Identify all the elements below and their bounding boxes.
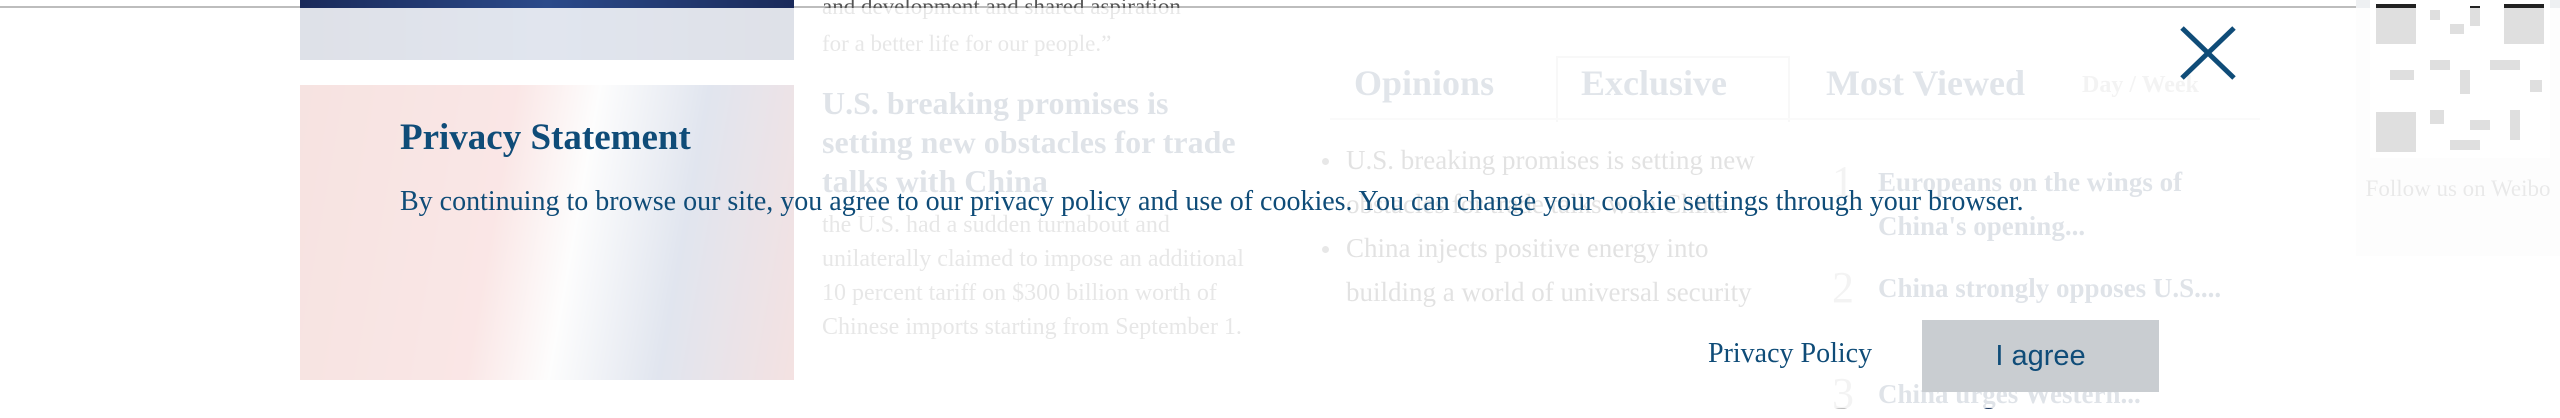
top-border [0, 6, 2560, 8]
dialog-body: By continuing to browse our site, you ag… [400, 186, 2024, 217]
agree-button[interactable]: I agree [1922, 320, 2159, 392]
dialog-title: Privacy Statement [400, 117, 691, 158]
privacy-policy-link[interactable]: Privacy Policy [1708, 338, 1873, 369]
close-button[interactable] [2176, 24, 2240, 82]
